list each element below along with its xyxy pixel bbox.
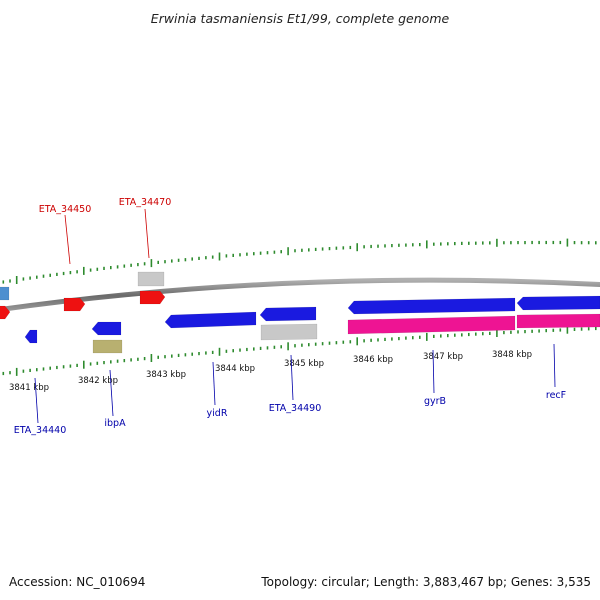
gene-label-yidr[interactable]: yidR <box>207 408 228 419</box>
leader-eta-34450 <box>64 214 71 265</box>
gene-label-eta-34450[interactable]: ETA_34450 <box>39 204 92 215</box>
feature-red-plus-1[interactable] <box>63 297 86 312</box>
leader-eta-34470 <box>144 208 150 259</box>
feature-grey-eta-34490[interactable] <box>260 323 318 341</box>
leader-gyrb <box>432 349 435 394</box>
feature-olive-ibpa[interactable] <box>92 339 123 354</box>
gene-label-eta-34440[interactable]: ETA_34440 <box>14 425 67 436</box>
feature-red-plus-2[interactable] <box>139 290 166 305</box>
gene-label-gyrb[interactable]: gyrB <box>424 396 446 407</box>
gene-label-ibpa[interactable]: ibpA <box>104 418 126 429</box>
scale-ticks-upper <box>2 238 597 284</box>
map-title: Erwinia tasmaniensis Et1/99, complete ge… <box>151 11 450 26</box>
feature-blue-eta-34440[interactable] <box>24 329 38 344</box>
genome-summary-text: Topology: circular; Length: 3,883,467 bp… <box>260 575 591 589</box>
scale-ticks-lower <box>2 325 597 376</box>
gene-features <box>0 271 600 354</box>
feature-blue-yidr[interactable] <box>164 311 257 329</box>
leader-eta-34490 <box>290 354 294 401</box>
gene-label-eta-34490[interactable]: ETA_34490 <box>269 403 322 414</box>
feature-grey-plus[interactable] <box>137 271 165 287</box>
label-leaders <box>34 208 556 424</box>
kbp-axis-labels: 3841 kbp 3842 kbp 3843 kbp 3844 kbp 3845… <box>9 350 532 393</box>
feature-steel-plus-edge[interactable] <box>0 286 10 301</box>
feature-pink-recf[interactable] <box>516 313 600 329</box>
feature-blue-eta-34490[interactable] <box>259 306 317 322</box>
kbp-label-3847: 3847 kbp <box>423 352 463 362</box>
kbp-label-3846: 3846 kbp <box>353 355 393 365</box>
feature-blue-recf[interactable] <box>516 295 600 311</box>
gene-labels: ETA_34450 ETA_34470 ETA_34440 ibpA yidR … <box>14 197 566 436</box>
leader-eta-34440 <box>34 377 39 424</box>
leader-ibpa <box>109 369 114 417</box>
feature-blue-ibpa[interactable] <box>91 321 122 336</box>
gene-label-recf[interactable]: recF <box>546 390 566 401</box>
feature-red-minus-edge[interactable] <box>0 305 11 320</box>
kbp-label-3842: 3842 kbp <box>78 376 118 386</box>
kbp-label-3848: 3848 kbp <box>492 350 532 360</box>
kbp-label-3841: 3841 kbp <box>9 383 49 393</box>
leader-recf <box>553 343 556 388</box>
gene-label-eta-34470[interactable]: ETA_34470 <box>119 197 172 208</box>
leader-yidr <box>212 361 216 406</box>
accession-text: Accession: NC_010694 <box>9 575 145 589</box>
kbp-label-3843: 3843 kbp <box>146 370 186 380</box>
feature-blue-gyrb[interactable] <box>347 297 516 315</box>
kbp-label-3845: 3845 kbp <box>284 359 324 369</box>
kbp-label-3844: 3844 kbp <box>215 364 255 374</box>
feature-pink-gyrb[interactable] <box>347 315 516 335</box>
